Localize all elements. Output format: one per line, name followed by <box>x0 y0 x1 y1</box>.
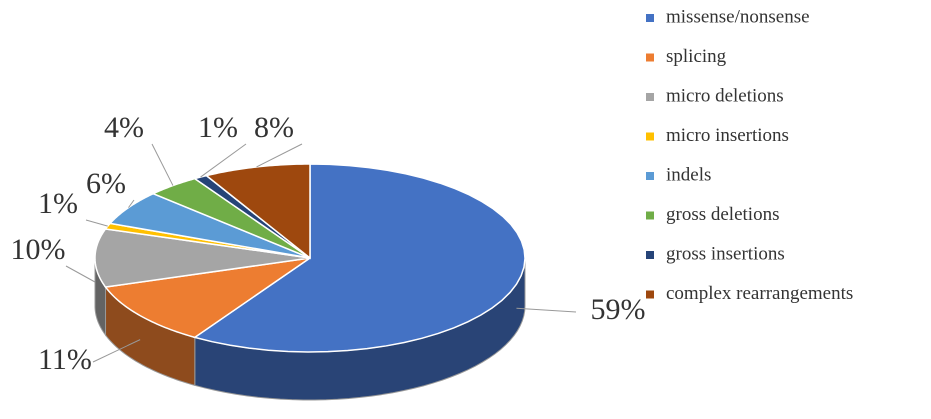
data-label: 10% <box>11 233 66 266</box>
leader-line <box>516 307 577 313</box>
data-label: 1% <box>198 111 238 144</box>
legend-swatch <box>646 14 654 22</box>
data-label: 59% <box>591 293 646 326</box>
legend-label: missense/nonsense <box>666 6 810 27</box>
data-label: 6% <box>86 167 126 200</box>
slice <box>193 163 526 353</box>
data-label: 4% <box>104 111 144 144</box>
legend-swatch <box>646 251 654 259</box>
slice <box>104 257 311 339</box>
legend-label: splicing <box>666 46 727 67</box>
legend-label: gross insertions <box>666 243 785 264</box>
legend-swatch <box>646 211 654 220</box>
legend-swatch <box>646 290 654 299</box>
legend-label: micro insertions <box>666 125 789 146</box>
slice <box>94 228 311 288</box>
leader-line <box>200 143 247 178</box>
leader-line <box>151 143 174 186</box>
leader-line <box>92 339 141 363</box>
legend-swatch <box>646 172 654 180</box>
legend-swatch <box>646 53 654 62</box>
leader-line <box>128 199 135 208</box>
legend-label: micro deletions <box>666 85 784 106</box>
legend-label: complex rearrangements <box>666 283 853 304</box>
legend-swatch <box>646 93 654 101</box>
leader-line <box>256 143 303 168</box>
leader-line <box>65 265 96 283</box>
legend-label: gross deletions <box>666 204 779 225</box>
legend-swatch <box>646 132 654 141</box>
data-label: 1% <box>38 187 78 220</box>
leader-line <box>85 219 108 227</box>
slice <box>151 177 311 259</box>
data-label: 11% <box>38 343 92 376</box>
data-label: 8% <box>254 111 294 144</box>
slice <box>108 192 311 259</box>
legend-label: indels <box>666 164 711 185</box>
